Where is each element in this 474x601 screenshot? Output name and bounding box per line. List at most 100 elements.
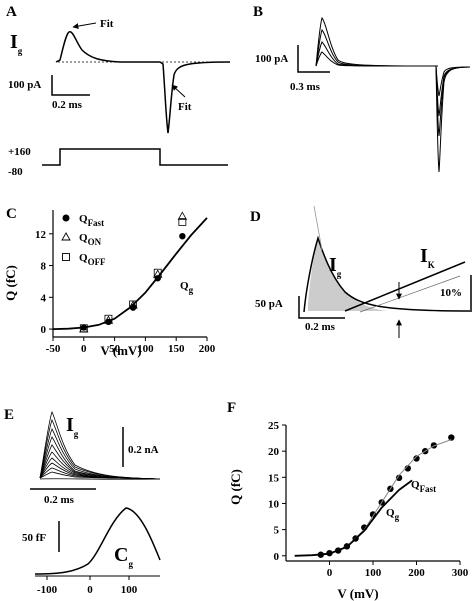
panel-b-trace-off-4: [435, 65, 471, 97]
panel-b-trace-on-1: [315, 17, 439, 67]
panel-c-legend: QFast QON QOFF: [61, 213, 106, 267]
panel-e-scale-cap: 50 fF: [22, 532, 46, 544]
legend-label-q-off: QOFF: [79, 252, 106, 267]
legend-label-q-fast: QFast: [79, 213, 104, 228]
panel-e-xtick-2: 100: [121, 584, 138, 596]
panel-c-xtick-label-2: 50: [109, 343, 121, 355]
panel-c: C -50 0 50 100 150 200 0 4 8 12 Q (fC) V (mV) QFa…: [3, 206, 216, 358]
panel-f-ytick-label-5: 25: [268, 420, 280, 432]
panel-c-point-q-off-4: [178, 218, 187, 226]
panel-d-scale-time: 0.2 ms: [305, 321, 336, 333]
panel-e-xtick-0: -100: [37, 584, 58, 596]
panel-d-ig-label: Ig: [329, 254, 342, 279]
panel-f-point-q-fast-9: [395, 474, 403, 482]
legend-marker-q-off: [62, 253, 70, 261]
panel-c-point-q-off-2: [129, 300, 137, 309]
panel-e-cg-label: Cg: [114, 544, 133, 569]
panel-c-xtick-label-4: 150: [168, 343, 185, 355]
panel-a-voltage-high: +160: [8, 146, 31, 158]
panel-f-ytick-label-0: 0: [274, 551, 280, 563]
panel-f-ylabel: Q (fC): [228, 469, 243, 505]
panel-e-ig-label: Ig: [66, 414, 79, 439]
panel-a: A Ig Fit Fit 100 pA 0.2 ms +160 -80: [6, 4, 231, 178]
panel-f-xtick-label-3: 300: [452, 567, 469, 579]
panel-c-xtick-label-3: 100: [137, 343, 154, 355]
panel-c-point-q-fast-4: [179, 232, 186, 240]
panel-f-ytick-label-4: 20: [268, 446, 280, 458]
chart-c: -50 0 50 100 150 200 0 4 8 12: [35, 210, 216, 355]
panel-a-scale-bar: [51, 75, 90, 96]
panel-c-point-q-on-4: [177, 211, 188, 220]
panel-a-voltage-protocol: [42, 148, 228, 166]
panel-e-scale-current: 0.2 nA: [128, 444, 159, 456]
panel-c-ytick-label-2: 8: [41, 261, 47, 273]
panel-a-ig-label: Ig: [10, 31, 23, 56]
panel-c-ylabel: Q (fC): [3, 265, 18, 301]
panel-f-point-q-fast-11: [413, 455, 420, 462]
panel-f-ytick-label-3: 15: [268, 472, 280, 484]
panel-d-scale-percent: 10%: [440, 287, 462, 299]
panel-f-xtick-label-0: 0: [327, 567, 333, 579]
legend-marker-q-fast: [62, 214, 70, 222]
panel-f-xtick-label-2: 200: [408, 567, 425, 579]
panel-b-letter: B: [253, 4, 263, 20]
panel-c-curve-label: Qg: [180, 280, 194, 295]
panel-a-fit-label-top: Fit: [100, 18, 114, 30]
panel-a-voltage-low: -80: [8, 166, 23, 178]
panel-f-ytick-label-2: 10: [268, 498, 280, 510]
panel-b: B 100 pA 0.3 ms: [253, 4, 471, 173]
panel-d-scale-bar: [298, 296, 345, 319]
panel-e-trace-family: [39, 410, 161, 480]
panel-c-xtick-label-0: -50: [46, 343, 61, 355]
panel-f-letter: F: [227, 400, 236, 416]
panel-d-ik-trace: [344, 261, 466, 312]
panel-b-scale-bar: [297, 45, 330, 73]
chart-f: 0 100 200 300 0 5 10 15 20 25: [268, 420, 469, 579]
panel-c-ytick-label-1: 4: [41, 292, 47, 304]
panel-e-scale-time: 0.2 ms: [44, 494, 75, 506]
panel-f-label-fast: QFast: [411, 479, 436, 494]
panel-d-ig-trace: [303, 235, 471, 313]
panel-c-ytick-label-3: 12: [35, 229, 47, 241]
panel-a-scale-time: 0.2 ms: [52, 99, 83, 111]
panel-d-fit-line: [313, 205, 323, 251]
panel-e-letter: E: [4, 407, 14, 423]
panel-e-xtick-1: 0: [87, 584, 93, 596]
panel-a-fit-arrow-bottom: [171, 84, 186, 98]
panel-d: D Ig IK 50 pA 0.2 ms 10%: [250, 205, 472, 338]
panel-f: F 0 100 200 300 0 5 10 15 20 25 Q (fC) V (mV) QFa…: [227, 400, 469, 601]
panel-b-scale-time: 0.3 ms: [290, 81, 321, 93]
panel-f-ytick-label-1: 5: [274, 525, 280, 537]
panel-e: E Ig 0.2 nA 0.2 ms -100 0 100 50 fF Cg: [4, 407, 161, 596]
panel-b-trace-on-3: [315, 41, 439, 67]
panel-f-label-g: Qg: [386, 507, 400, 522]
panel-c-ytick-label-0: 0: [41, 324, 47, 336]
legend-label-q-on: QON: [79, 232, 102, 247]
panel-d-ik-label: IK: [420, 245, 435, 270]
panel-b-scale-current: 100 pA: [255, 53, 288, 65]
panel-c-xtick-label-1: 0: [81, 343, 87, 355]
panel-c-xlabel: V (mV): [100, 343, 141, 358]
panel-f-series-q-fast-fit: [294, 439, 452, 557]
panel-d-letter: D: [250, 209, 261, 225]
panel-c-series-q-g: [52, 217, 208, 330]
panel-a-gating-current-trace: [55, 31, 231, 134]
panel-a-fit-arrow-top: [72, 22, 97, 30]
panel-d-ik-fit-line: [359, 275, 461, 313]
panel-f-series-q-g: [294, 479, 413, 557]
panel-a-letter: A: [6, 4, 17, 20]
panel-b-trace-off-1: [435, 65, 471, 173]
panel-c-point-q-off-1: [104, 314, 113, 323]
legend-marker-q-on: [61, 232, 71, 241]
panel-c-letter: C: [6, 206, 17, 222]
panel-b-trace-on-4: [315, 51, 439, 67]
panel-a-scale-current: 100 pA: [8, 79, 41, 91]
panel-d-charge-area: [308, 238, 388, 311]
panel-f-xlabel: V (mV): [337, 586, 378, 601]
panel-f-xtick-label-1: 100: [365, 567, 382, 579]
panel-b-trace-off-3: [435, 65, 471, 117]
panel-e-capacitance-curve: [34, 507, 161, 575]
panel-a-fit-label-bottom: Fit: [178, 101, 192, 113]
panel-f-point-q-fast-14: [448, 434, 455, 441]
